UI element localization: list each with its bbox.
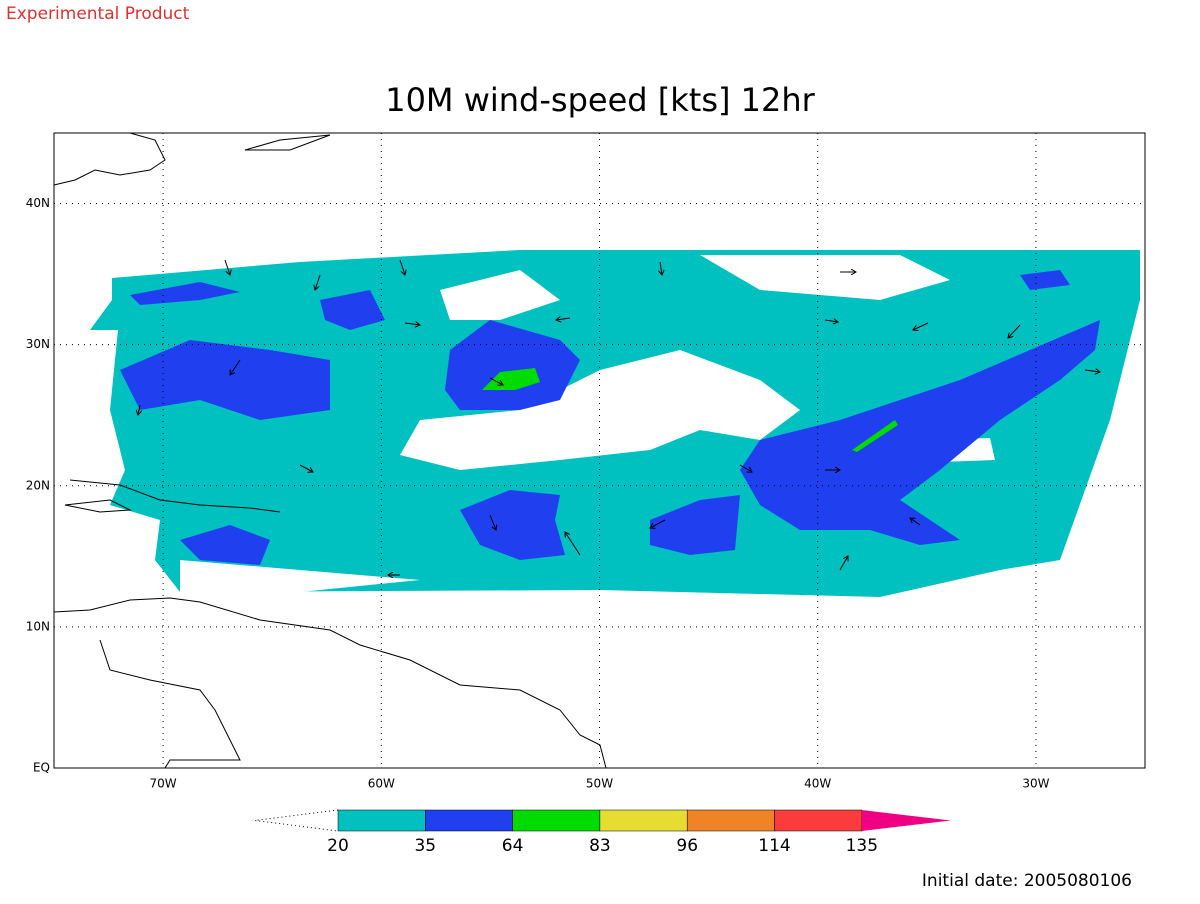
coastline (53, 597, 607, 769)
wind-arrow (556, 318, 571, 320)
lat-label: 10N (26, 619, 50, 633)
wind-arrow (839, 556, 848, 571)
wind-area (130, 282, 240, 305)
wind-arrow (315, 274, 321, 290)
calm-area (440, 270, 560, 320)
wind-arrow (913, 322, 929, 330)
lat-label: 40N (26, 196, 50, 210)
lon-label: 40W (804, 777, 831, 791)
lon-label: 60W (368, 777, 395, 791)
colorbar-box (774, 809, 863, 832)
wind-arrow (660, 261, 662, 275)
coastline (69, 479, 281, 513)
colorbar-label: 96 (676, 836, 698, 856)
colorbar-under (254, 809, 339, 832)
wind-area (740, 320, 1100, 545)
wind-arrow (399, 259, 405, 275)
plot-frame (53, 132, 1146, 769)
lon-label: 70W (150, 777, 177, 791)
wind-area (650, 495, 740, 555)
colorbar-label: 35 (414, 836, 436, 856)
wind-arrow (404, 323, 420, 325)
calm-area (180, 560, 420, 592)
colorbar-box (512, 809, 601, 832)
coastlines (53, 132, 607, 769)
wind-arrow (910, 518, 921, 526)
colorbar-box (599, 809, 688, 832)
wind-arrow (489, 514, 496, 530)
wind-arrow (565, 532, 581, 556)
colorbar-label: 83 (589, 836, 611, 856)
wind-arrow (739, 464, 752, 472)
colorbar-box (337, 809, 426, 832)
wind-area (445, 320, 580, 410)
wind-arrow (1008, 324, 1021, 338)
wind-vectors (138, 259, 1100, 575)
colorbar-box (686, 809, 775, 832)
colorbar-box (425, 809, 513, 832)
wind-arrow (299, 464, 313, 472)
wind-arrow (224, 259, 230, 275)
coastline (64, 499, 132, 513)
colorbar-label: 20 (327, 836, 349, 856)
coastline (244, 134, 331, 151)
colorbar-over (861, 810, 951, 831)
wind-arrow (824, 320, 838, 322)
colorbar-label: 135 (846, 836, 878, 856)
wind-area (320, 290, 385, 330)
lat-label: 20N (26, 478, 50, 492)
note: Experimental Product (6, 4, 190, 24)
coastline (99, 639, 241, 769)
colorbar-label: 114 (758, 836, 790, 856)
wind-area (1020, 270, 1070, 290)
calm-area (700, 255, 950, 300)
wind-area (180, 525, 270, 565)
title: 10M wind-speed [kts] 12hr (385, 81, 815, 119)
axes: 70W 60W 50W 40W 30W EQ 10N 20N 30N 40N (26, 133, 1145, 791)
colorbar-label: 64 (502, 836, 524, 856)
wind-arrow (650, 519, 666, 528)
lat-label: 30N (26, 337, 50, 351)
colorbar: 20 35 64 83 96 114 135 (254, 809, 951, 856)
wind-arrow (489, 377, 503, 385)
coastline (53, 132, 166, 186)
wind-arrow (138, 404, 140, 415)
lat-label: EQ (33, 761, 50, 775)
wind-arrow (1084, 370, 1100, 372)
footer: Initial date: 2005080106 (922, 871, 1132, 891)
lon-label: 30W (1022, 777, 1049, 791)
lon-label: 50W (586, 777, 613, 791)
wind-area (482, 368, 540, 390)
wind-area (120, 340, 330, 420)
wind-area (460, 490, 565, 560)
wind-field (90, 250, 1140, 597)
wind-area (852, 420, 898, 452)
wind-arrow (230, 359, 241, 375)
